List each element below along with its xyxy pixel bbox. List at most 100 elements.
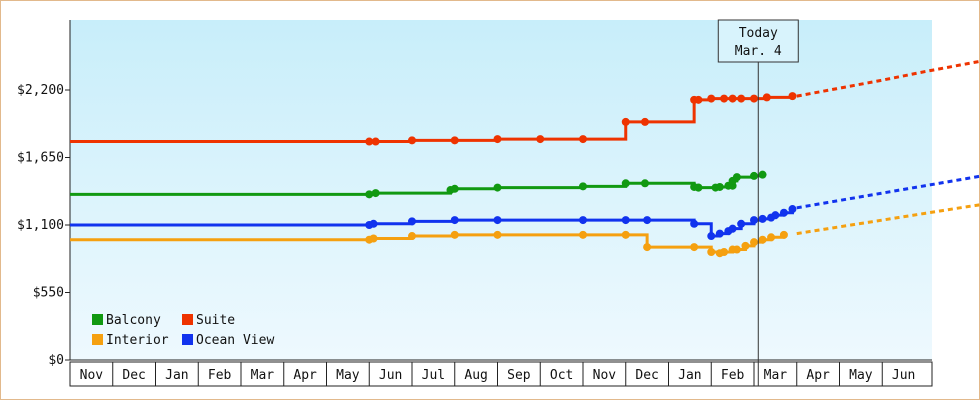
data-point bbox=[694, 95, 703, 104]
month-label: May bbox=[849, 368, 873, 383]
data-point bbox=[621, 179, 630, 188]
data-point bbox=[408, 136, 416, 145]
data-point bbox=[493, 216, 502, 225]
month-label: Nov bbox=[80, 368, 104, 383]
data-point bbox=[690, 219, 699, 228]
data-point bbox=[536, 135, 545, 144]
data-point bbox=[450, 184, 459, 193]
month-label: Jun bbox=[892, 368, 915, 383]
legend-swatch bbox=[92, 314, 103, 325]
legend-label: Ocean View bbox=[196, 333, 274, 348]
data-point bbox=[750, 94, 758, 103]
legend: Balcony Suite Interior Ocean View bbox=[92, 313, 274, 348]
plot-background bbox=[70, 20, 932, 360]
data-point bbox=[579, 182, 587, 191]
month-label: Jan bbox=[165, 368, 188, 383]
today-marker: Today Mar. 4 bbox=[717, 19, 799, 386]
month-label: Apr bbox=[293, 368, 317, 383]
data-point bbox=[720, 248, 729, 256]
month-label: Jul bbox=[422, 368, 445, 383]
data-point bbox=[369, 219, 378, 228]
month-strip bbox=[69, 361, 933, 387]
data-point bbox=[640, 117, 649, 126]
data-point bbox=[371, 189, 380, 198]
month-label: May bbox=[336, 368, 360, 383]
month-label: Aug bbox=[464, 368, 487, 383]
data-point bbox=[728, 94, 737, 103]
data-point bbox=[643, 243, 652, 252]
month-label: Jun bbox=[379, 368, 402, 383]
data-point bbox=[732, 245, 741, 254]
month-label: Nov bbox=[593, 368, 617, 383]
legend-label: Suite bbox=[196, 313, 235, 328]
series-forecast-suite bbox=[796, 59, 980, 98]
data-point bbox=[369, 234, 378, 243]
data-point bbox=[408, 217, 416, 226]
data-point bbox=[690, 243, 699, 252]
y-tick-label: $550 bbox=[33, 286, 64, 301]
month-label: Mar bbox=[764, 368, 788, 383]
data-point bbox=[493, 135, 502, 144]
data-point bbox=[621, 216, 630, 225]
y-tick-label: $0 bbox=[48, 353, 64, 368]
month-label: Dec bbox=[635, 368, 658, 383]
data-point bbox=[707, 248, 716, 256]
data-point bbox=[720, 94, 729, 103]
data-point bbox=[450, 136, 459, 145]
data-point bbox=[762, 93, 771, 102]
month-label: Oct bbox=[550, 368, 573, 383]
data-point bbox=[779, 208, 788, 217]
series-forecast-interior bbox=[796, 203, 980, 236]
data-point bbox=[715, 182, 724, 191]
month-label: Feb bbox=[721, 368, 745, 383]
data-point bbox=[737, 94, 746, 103]
data-point bbox=[767, 233, 776, 242]
data-point bbox=[758, 235, 767, 244]
data-point bbox=[715, 229, 724, 238]
data-point bbox=[579, 135, 587, 144]
month-label: Feb bbox=[208, 368, 232, 383]
data-point bbox=[621, 230, 630, 239]
y-tick-label: $2,200 bbox=[17, 83, 64, 98]
data-point bbox=[640, 179, 649, 188]
today-label: Today bbox=[739, 26, 778, 41]
data-point bbox=[758, 170, 767, 179]
data-point bbox=[493, 230, 502, 239]
data-point bbox=[750, 171, 758, 180]
data-point bbox=[365, 190, 374, 199]
data-point bbox=[771, 211, 780, 220]
data-point bbox=[788, 92, 797, 101]
data-point bbox=[737, 219, 746, 228]
month-label: Apr bbox=[806, 368, 830, 383]
legend-label: Interior bbox=[106, 333, 169, 348]
month-axis: Nov Dec Jan Feb Mar Apr May Jun Jul Aug Sep Oct Nov D… bbox=[69, 359, 933, 387]
data-point bbox=[750, 238, 758, 247]
data-point bbox=[732, 173, 741, 182]
data-point bbox=[750, 216, 758, 225]
data-point bbox=[741, 241, 750, 250]
y-tick-label: $1,100 bbox=[17, 218, 64, 233]
data-point bbox=[408, 232, 416, 241]
legend-swatch bbox=[182, 334, 193, 345]
legend-swatch bbox=[92, 334, 103, 345]
data-point bbox=[707, 94, 716, 103]
month-label: Mar bbox=[251, 368, 275, 383]
y-tick-label: $1,650 bbox=[17, 151, 64, 166]
data-point bbox=[788, 205, 797, 214]
data-point bbox=[643, 216, 652, 225]
today-box bbox=[717, 19, 799, 63]
data-point bbox=[371, 137, 380, 146]
month-label: Dec bbox=[122, 368, 145, 383]
series-forecast-ocean-view bbox=[796, 174, 980, 210]
data-point bbox=[450, 216, 459, 225]
data-point bbox=[450, 230, 459, 239]
data-point bbox=[707, 232, 716, 241]
data-point bbox=[365, 137, 374, 146]
month-label: Jan bbox=[678, 368, 701, 383]
legend-swatch bbox=[182, 314, 193, 325]
y-axis: $0 $550 $1,100 $1,650 $2,200 bbox=[17, 20, 71, 368]
data-point bbox=[779, 230, 788, 239]
data-point bbox=[493, 183, 502, 192]
data-point bbox=[758, 214, 767, 223]
month-label: Sep bbox=[507, 368, 531, 383]
